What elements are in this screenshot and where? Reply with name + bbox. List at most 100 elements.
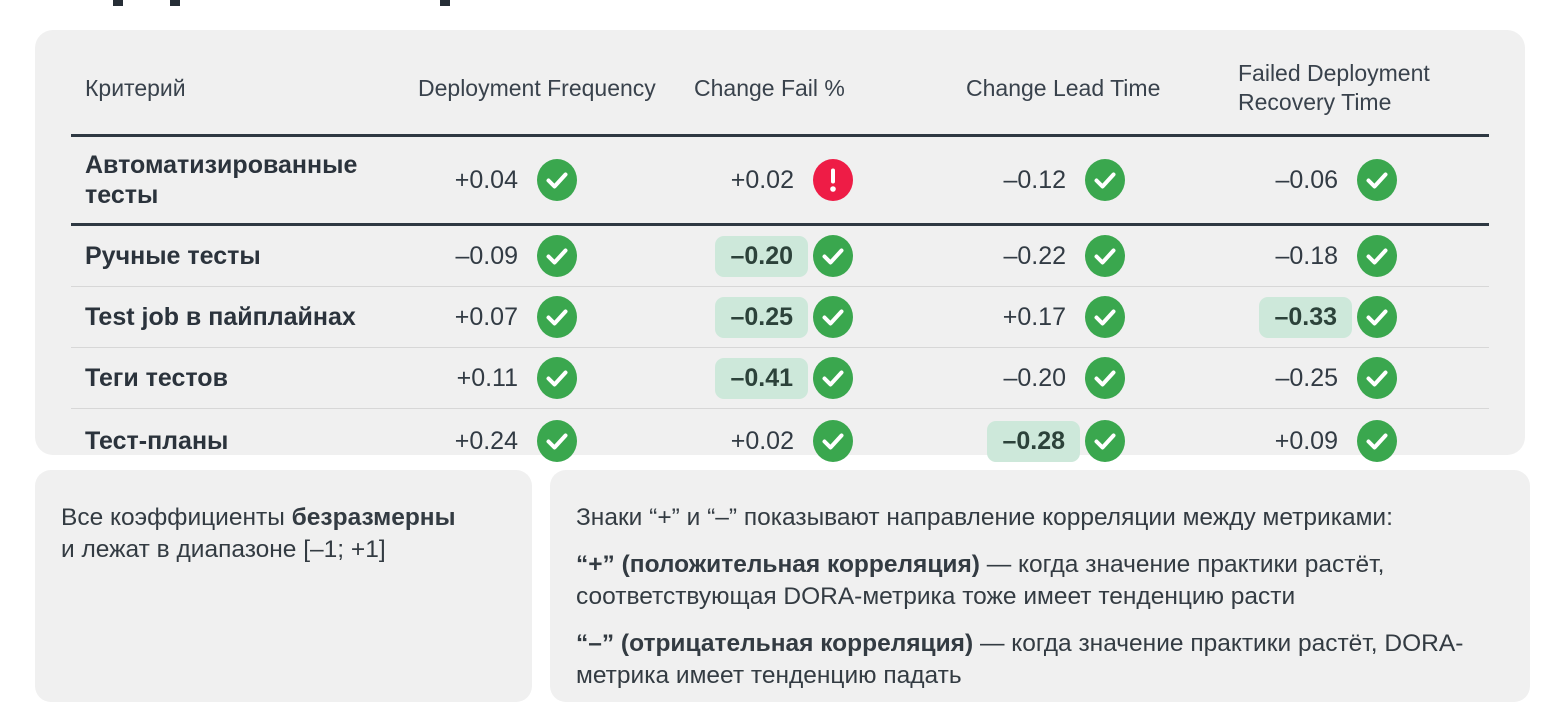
correlation-value-wrap: +0.17	[966, 303, 1066, 332]
check-circle-icon	[1356, 357, 1398, 399]
column-header-change-fail: Change Fail %	[694, 74, 845, 101]
correlation-table-card: Критерий Deployment Frequency Change Fai…	[35, 30, 1525, 462]
metric-cell: +0.02	[681, 159, 953, 201]
correlation-value: +0.02	[730, 426, 794, 455]
correlation-value-wrap: –0.25	[694, 296, 808, 338]
correlation-value-wrap: +0.02	[694, 427, 794, 456]
note-coefficients-line1: Все коэффициенты безразмерны	[61, 504, 456, 531]
correlation-value-wrap: –0.22	[966, 242, 1066, 271]
note-correlation-signs: Знаки “+” и “–” показывают направление к…	[550, 470, 1530, 702]
cropped-heading-fragment	[170, 0, 180, 6]
correlation-value: +0.04	[454, 165, 518, 194]
metric-cell: +0.17	[953, 296, 1225, 338]
check-circle-icon	[536, 420, 578, 462]
metric-cell: –0.22	[953, 235, 1225, 277]
table-row: Test job в пайплайнах +0.07 –0.25 +0.17 –0.3…	[71, 287, 1489, 348]
correlation-value-wrap: +0.24	[418, 427, 518, 456]
correlation-value-wrap: –0.25	[1238, 364, 1338, 393]
correlation-value: –0.20	[715, 235, 808, 277]
metric-cell: –0.25	[1225, 357, 1489, 399]
table-row: Ручные тесты –0.09 –0.20 –0.22 –0.18	[71, 226, 1489, 287]
column-header-deployment-frequency: Deployment Frequency	[418, 74, 656, 101]
correlation-value-wrap: –0.12	[966, 166, 1066, 195]
metric-cell: +0.11	[405, 357, 681, 399]
check-circle-icon	[1356, 235, 1398, 277]
row-label: Test job в пайплайнах	[85, 303, 356, 331]
correlation-value: –0.25	[715, 296, 808, 338]
check-circle-icon	[536, 235, 578, 277]
correlation-value-wrap: +0.02	[694, 166, 794, 195]
check-circle-icon	[812, 235, 854, 277]
correlation-value-wrap: –0.20	[694, 235, 808, 277]
correlation-value-wrap: –0.28	[966, 420, 1080, 462]
row-label: Теги тестов	[85, 364, 228, 392]
metric-cell: –0.20	[681, 235, 953, 277]
correlation-value: –0.06	[1275, 165, 1338, 194]
check-circle-icon	[536, 357, 578, 399]
correlation-value-wrap: –0.41	[694, 357, 808, 399]
column-header-failed-deploy-recovery: Failed Deployment Recovery Time	[1238, 60, 1430, 115]
check-circle-icon	[536, 159, 578, 201]
check-circle-icon	[812, 296, 854, 338]
note-negative-correlation: “–” (отрицательная корреляция) — когда з…	[576, 630, 1464, 689]
correlation-value-wrap: +0.09	[1238, 427, 1338, 456]
column-header-criteria: Критерий	[85, 74, 186, 101]
metric-cell: –0.06	[1225, 159, 1489, 201]
check-circle-icon	[1084, 420, 1126, 462]
column-header-change-lead-time: Change Lead Time	[966, 74, 1161, 101]
table-row: Автоматизированные тесты +0.04 +0.02 –0.12 –…	[71, 137, 1489, 226]
table-header-row: Критерий Deployment Frequency Change Fai…	[71, 38, 1489, 137]
correlation-table: Критерий Deployment Frequency Change Fai…	[71, 38, 1489, 473]
check-circle-icon	[1084, 235, 1126, 277]
cropped-heading-fragment	[440, 0, 450, 6]
metric-cell: –0.28	[953, 420, 1225, 462]
row-label: Тест-планы	[85, 427, 229, 455]
metric-cell: –0.20	[953, 357, 1225, 399]
correlation-value: –0.12	[1003, 165, 1066, 194]
check-circle-icon	[1084, 296, 1126, 338]
correlation-value-wrap: +0.11	[418, 364, 518, 393]
note-signs-intro: Знаки “+” и “–” показывают направление к…	[576, 504, 1393, 531]
correlation-value: +0.17	[1002, 302, 1066, 331]
correlation-value-wrap: +0.07	[418, 303, 518, 332]
correlation-value-wrap: –0.18	[1238, 242, 1338, 271]
metric-cell: –0.25	[681, 296, 953, 338]
check-circle-icon	[1356, 296, 1398, 338]
metric-cell: +0.24	[405, 420, 681, 462]
metric-cell: –0.41	[681, 357, 953, 399]
metric-cell: –0.33	[1225, 296, 1489, 338]
table-row: Тест-планы +0.24 +0.02 –0.28 +0.09	[71, 409, 1489, 473]
correlation-value: –0.22	[1003, 241, 1066, 270]
note-coefficients-line2: и лежат в диапазоне [–1; +1]	[61, 536, 386, 563]
correlation-value: +0.24	[454, 426, 518, 455]
metric-cell: +0.02	[681, 420, 953, 462]
check-circle-icon	[1084, 357, 1126, 399]
correlation-value: +0.11	[456, 363, 518, 392]
check-circle-icon	[1356, 420, 1398, 462]
check-circle-icon	[1356, 159, 1398, 201]
metric-cell: +0.07	[405, 296, 681, 338]
correlation-value-wrap: –0.09	[418, 242, 518, 271]
metric-cell: –0.12	[953, 159, 1225, 201]
row-label: Ручные тесты	[85, 242, 261, 270]
correlation-value-wrap: –0.06	[1238, 166, 1338, 195]
correlation-value: –0.28	[987, 420, 1080, 462]
correlation-value: +0.07	[454, 302, 518, 331]
correlation-value: –0.33	[1259, 296, 1352, 338]
table-body: Автоматизированные тесты +0.04 +0.02 –0.12 –…	[71, 137, 1489, 473]
correlation-value: –0.20	[1003, 363, 1066, 392]
correlation-value: +0.09	[1274, 426, 1338, 455]
table-row: Теги тестов +0.11 –0.41 –0.20 –0.25	[71, 348, 1489, 409]
check-circle-icon	[812, 357, 854, 399]
correlation-value: –0.41	[715, 357, 808, 399]
note-positive-correlation: “+” (положительная корреляция) — когда з…	[576, 551, 1385, 610]
correlation-value-wrap: –0.33	[1238, 296, 1352, 338]
row-label: Автоматизированные тесты	[85, 151, 358, 209]
correlation-value: +0.02	[730, 165, 794, 194]
alert-circle-icon	[812, 159, 854, 201]
metric-cell: +0.09	[1225, 420, 1489, 462]
note-coefficients: Все коэффициенты безразмерны и лежат в д…	[35, 470, 532, 702]
correlation-value: –0.09	[455, 241, 518, 270]
check-circle-icon	[1084, 159, 1126, 201]
correlation-value: –0.25	[1275, 363, 1338, 392]
